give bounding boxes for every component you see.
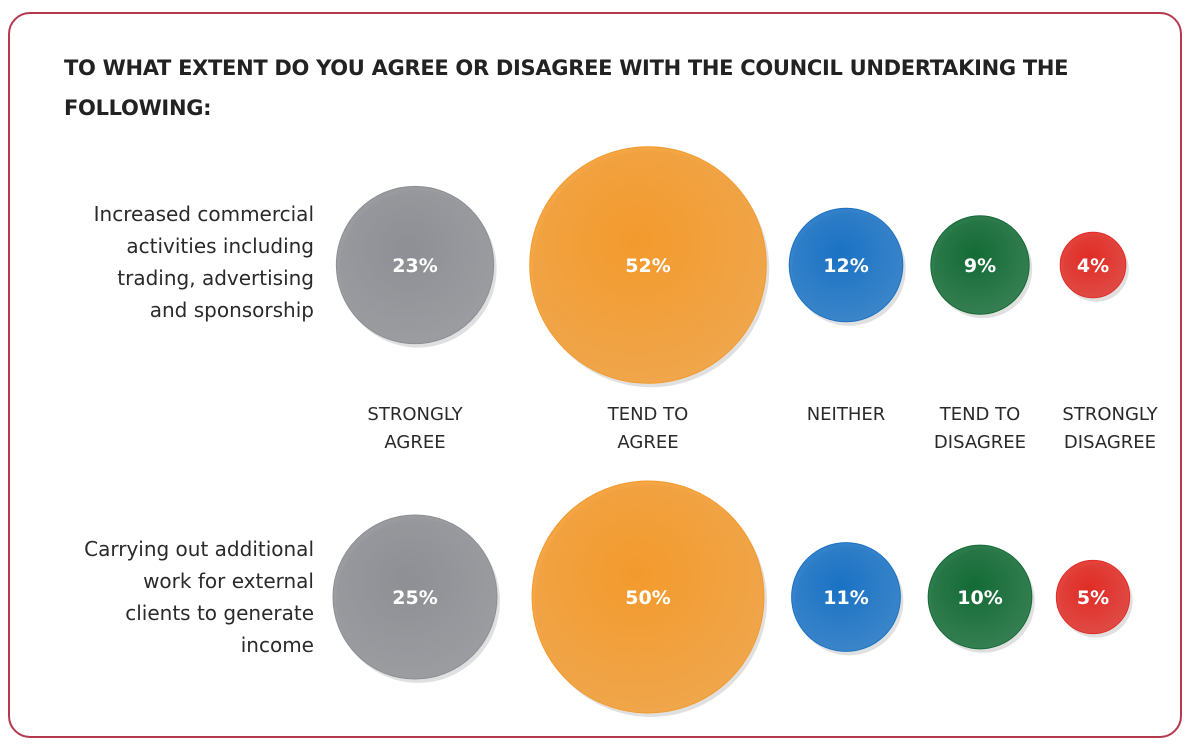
category-label-neither: NEITHER	[776, 401, 916, 429]
category-label-line: STRONGLY	[367, 404, 463, 425]
bubble-value-label: 10%	[957, 587, 1002, 609]
category-label-line: DISAGREE	[1063, 432, 1157, 453]
bubble-row1-tend-to-disagree	[930, 215, 1030, 315]
bubble-value-label: 12%	[823, 255, 868, 277]
category-label-line: AGREE	[617, 432, 679, 453]
bubble-row2-tend-to-agree	[531, 480, 765, 714]
row-label-line: Increased commercial	[93, 202, 314, 226]
category-label-line: TEND TO	[939, 404, 1021, 425]
bubble-value-label: 50%	[625, 587, 670, 609]
bubble-value-label: 9%	[964, 255, 996, 277]
bubble-value-label: 23%	[392, 255, 437, 277]
row-label-line: and sponsorship	[149, 298, 314, 322]
row-label-external-work: Carrying out additional work for externa…	[14, 533, 314, 661]
row-label-line: work for external	[143, 569, 314, 593]
bubble-row1-strongly-agree	[335, 185, 495, 345]
category-label-strongly-agree: STRONGLY AGREE	[345, 401, 485, 457]
bubble-value-label: 5%	[1077, 587, 1109, 609]
category-label-line: AGREE	[384, 432, 446, 453]
category-label-line: NEITHER	[806, 404, 886, 425]
bubble-row1-tend-to-agree	[529, 146, 767, 384]
category-label-line: STRONGLY	[1062, 404, 1158, 425]
bubble-row2-tend-to-disagree	[927, 544, 1033, 650]
chart-title: TO WHAT EXTENT DO YOU AGREE OR DISAGREE …	[64, 56, 1069, 120]
bubble-row1-neither	[788, 207, 904, 323]
category-label-tend-to-disagree: TEND TO DISAGREE	[910, 401, 1050, 457]
row-label-line: income	[240, 633, 314, 657]
row-label-line: Carrying out additional	[84, 537, 314, 561]
bubble-row2-neither	[791, 542, 901, 652]
row-label-commercial-activities: Increased commercial activities includin…	[14, 198, 314, 326]
row-label-line: clients to generate	[125, 601, 314, 625]
bubble-row2-strongly-agree	[332, 514, 498, 680]
category-label-tend-to-agree: TEND TO AGREE	[578, 401, 718, 457]
category-label-strongly-disagree: STRONGLY DISAGREE	[1040, 401, 1180, 457]
bubble-value-label: 52%	[625, 255, 670, 277]
row-label-line: activities including	[126, 234, 314, 258]
bubble-value-label: 11%	[823, 587, 868, 609]
bubble-value-label: 25%	[392, 587, 437, 609]
category-label-line: TEND TO	[607, 404, 689, 425]
bubble-value-label: 4%	[1077, 255, 1109, 277]
bubble-row2-strongly-disagree	[1055, 559, 1131, 635]
bubble-row1-strongly-disagree	[1059, 231, 1127, 299]
row-label-line: trading, advertising	[117, 266, 314, 290]
category-label-line: DISAGREE	[933, 432, 1027, 453]
